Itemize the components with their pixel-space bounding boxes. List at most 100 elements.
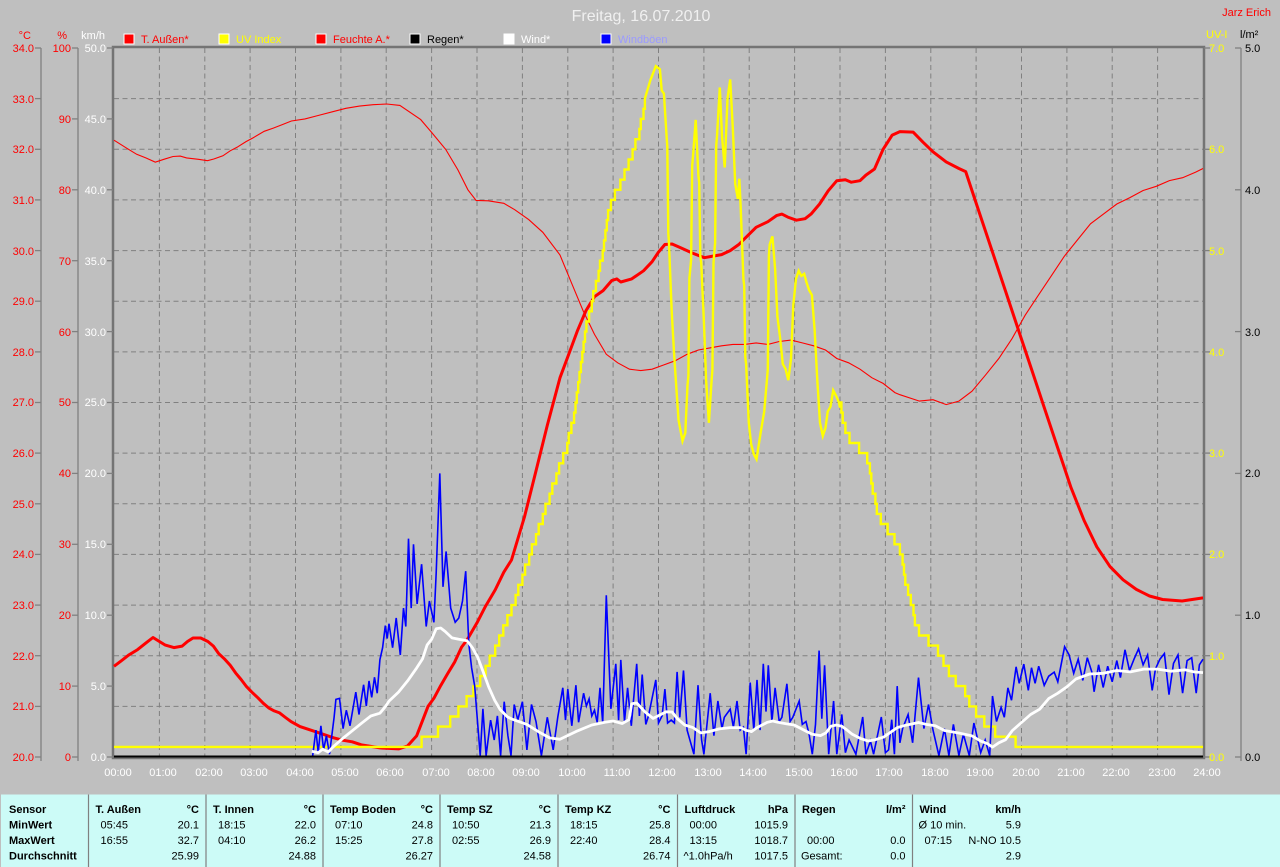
- svg-text:03:00: 03:00: [240, 767, 268, 779]
- svg-text:90: 90: [59, 114, 71, 126]
- svg-text:24:00: 24:00: [1193, 767, 1221, 779]
- svg-text:4.0: 4.0: [1245, 185, 1260, 197]
- svg-text:5.9: 5.9: [1006, 820, 1021, 832]
- svg-text:40: 40: [59, 468, 71, 480]
- svg-text:20.0: 20.0: [85, 468, 106, 480]
- svg-text:2.0: 2.0: [1245, 468, 1260, 480]
- svg-text:29.0: 29.0: [13, 296, 34, 308]
- svg-text:50.0: 50.0: [85, 43, 106, 55]
- svg-text:15:00: 15:00: [785, 767, 813, 779]
- svg-text:35.0: 35.0: [85, 256, 106, 268]
- svg-text:32.0: 32.0: [13, 144, 34, 156]
- svg-text:^1.0hPa/h: ^1.0hPa/h: [684, 851, 733, 863]
- svg-text:18:15: 18:15: [570, 820, 598, 832]
- svg-text:Ø 10 min.: Ø 10 min.: [919, 820, 967, 832]
- svg-text:4.0: 4.0: [1209, 347, 1224, 359]
- svg-text:2.0: 2.0: [1209, 549, 1224, 561]
- svg-text:02:00: 02:00: [195, 767, 223, 779]
- svg-text:26.9: 26.9: [530, 835, 551, 847]
- svg-text:°C: °C: [421, 804, 433, 816]
- svg-text:18:15: 18:15: [218, 820, 246, 832]
- svg-text:5.0: 5.0: [1245, 43, 1260, 55]
- svg-text:26.27: 26.27: [405, 851, 433, 863]
- svg-text:Temp SZ: Temp SZ: [447, 804, 493, 816]
- svg-text:32.7: 32.7: [178, 835, 199, 847]
- svg-text:°C: °C: [539, 804, 551, 816]
- svg-text:24.8: 24.8: [412, 820, 433, 832]
- svg-text:23.0: 23.0: [13, 600, 34, 612]
- svg-text:T. Außen: T. Außen: [96, 804, 142, 816]
- svg-text:Feuchte A.*: Feuchte A.*: [333, 34, 391, 46]
- svg-text:10: 10: [59, 681, 71, 693]
- svg-text:Temp Boden: Temp Boden: [330, 804, 396, 816]
- svg-text:Luftdruck: Luftdruck: [685, 804, 737, 816]
- svg-text:04:00: 04:00: [286, 767, 314, 779]
- svg-text:01:00: 01:00: [149, 767, 177, 779]
- svg-text:34.0: 34.0: [13, 43, 34, 55]
- svg-text:°C: °C: [187, 804, 199, 816]
- svg-text:Durchschnitt: Durchschnitt: [9, 851, 77, 863]
- svg-text:08:00: 08:00: [467, 767, 495, 779]
- svg-text:06:00: 06:00: [376, 767, 404, 779]
- svg-text:30.0: 30.0: [13, 246, 34, 258]
- svg-text:15:25: 15:25: [335, 835, 363, 847]
- svg-text:30: 30: [59, 539, 71, 551]
- svg-text:Temp KZ: Temp KZ: [565, 804, 612, 816]
- svg-text:0.0: 0.0: [890, 851, 905, 863]
- svg-text:MinWert: MinWert: [9, 820, 53, 832]
- svg-text:28.4: 28.4: [649, 835, 670, 847]
- svg-text:°C: °C: [658, 804, 670, 816]
- svg-text:22.0: 22.0: [295, 820, 316, 832]
- svg-text:16:55: 16:55: [101, 835, 129, 847]
- svg-text:Windböen: Windböen: [618, 34, 668, 46]
- svg-text:T. Innen: T. Innen: [213, 804, 254, 816]
- svg-text:07:10: 07:10: [335, 820, 363, 832]
- svg-text:3.0: 3.0: [1245, 327, 1260, 339]
- svg-text:80: 80: [59, 185, 71, 197]
- svg-text:31.0: 31.0: [13, 195, 34, 207]
- svg-text:05:00: 05:00: [331, 767, 359, 779]
- svg-text:07:15: 07:15: [925, 835, 953, 847]
- svg-text:Wind: Wind: [920, 804, 947, 816]
- svg-text:70: 70: [59, 256, 71, 268]
- svg-text:20: 20: [59, 610, 71, 622]
- svg-text:04:10: 04:10: [218, 835, 246, 847]
- svg-text:0.0: 0.0: [91, 752, 106, 764]
- svg-text:10.0: 10.0: [85, 610, 106, 622]
- svg-text:hPa: hPa: [768, 804, 789, 816]
- svg-text:24.88: 24.88: [288, 851, 316, 863]
- svg-text:17:00: 17:00: [875, 767, 903, 779]
- svg-text:km/h: km/h: [995, 804, 1021, 816]
- svg-text:km/h: km/h: [81, 30, 105, 42]
- svg-text:22:00: 22:00: [1102, 767, 1130, 779]
- svg-text:1.0: 1.0: [1209, 651, 1224, 663]
- svg-text:1.0: 1.0: [1245, 610, 1260, 622]
- svg-text:l/m²: l/m²: [886, 804, 906, 816]
- svg-text:Regen*: Regen*: [427, 34, 464, 46]
- svg-text:0.0: 0.0: [890, 835, 905, 847]
- svg-text:N-NO 10.5: N-NO 10.5: [968, 835, 1021, 847]
- svg-text:21.3: 21.3: [530, 820, 551, 832]
- svg-text:27.8: 27.8: [412, 835, 433, 847]
- svg-text:UV Index: UV Index: [236, 34, 282, 46]
- svg-text:22:40: 22:40: [570, 835, 598, 847]
- svg-text:11:00: 11:00: [604, 767, 631, 779]
- svg-text:50: 50: [59, 397, 71, 409]
- svg-text:°C: °C: [304, 804, 316, 816]
- svg-text:5.0: 5.0: [91, 681, 106, 693]
- svg-text:20:00: 20:00: [1012, 767, 1040, 779]
- svg-text:Jarz Erich: Jarz Erich: [1222, 7, 1271, 19]
- svg-text:19:00: 19:00: [966, 767, 994, 779]
- svg-text:15.0: 15.0: [85, 539, 106, 551]
- svg-text:14:00: 14:00: [739, 767, 767, 779]
- svg-text:00:00: 00:00: [104, 767, 132, 779]
- svg-text:1015.9: 1015.9: [754, 820, 788, 832]
- svg-text:1018.7: 1018.7: [754, 835, 788, 847]
- svg-text:UV-I: UV-I: [1206, 29, 1227, 41]
- svg-text:27.0: 27.0: [13, 397, 34, 409]
- svg-text:20.0: 20.0: [13, 752, 34, 764]
- svg-text:21:00: 21:00: [1057, 767, 1085, 779]
- svg-text:3.0: 3.0: [1209, 448, 1224, 460]
- svg-text:100: 100: [53, 43, 71, 55]
- svg-text:22.0: 22.0: [13, 651, 34, 663]
